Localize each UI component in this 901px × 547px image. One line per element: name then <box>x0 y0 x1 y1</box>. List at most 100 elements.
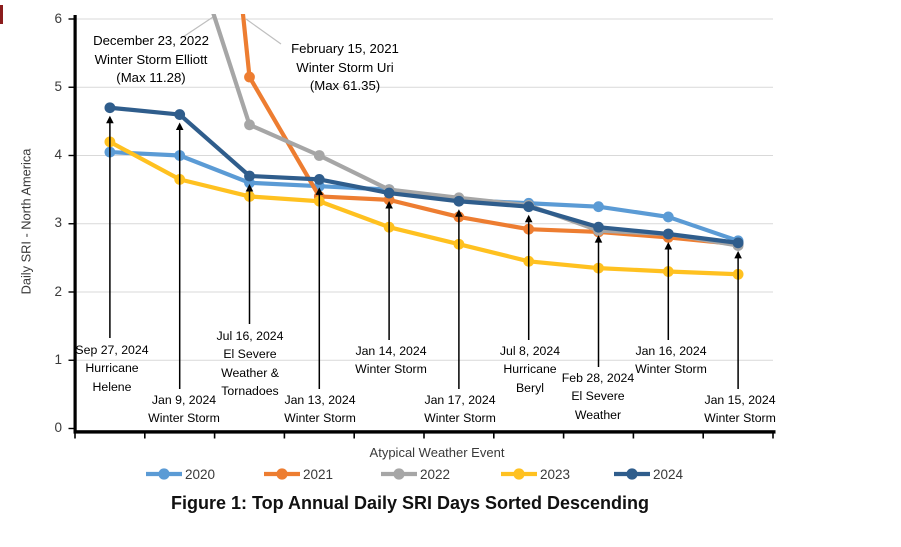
legend-label-2022: 2022 <box>420 466 451 482</box>
data-point-2024-rank10 <box>732 237 744 249</box>
arrow-head-icon <box>664 241 673 250</box>
legend-item-2022: 2022 <box>380 465 450 483</box>
event-annotation-line: Weather <box>574 407 622 422</box>
event-arrow-rank6 <box>455 209 463 389</box>
event-annotation-line: Hurricane <box>503 362 557 377</box>
event-annotation-rank8: Feb 28, 2024 El Severe Weather <box>532 369 664 424</box>
legend-item-2024: 2024 <box>613 465 683 483</box>
data-point-2024-rank6 <box>453 195 465 207</box>
data-point-2024-rank9 <box>662 228 674 240</box>
callout-line: February 15, 2021 <box>291 41 399 56</box>
event-annotation-line: Winter Storm <box>284 411 356 426</box>
arrow-head-icon <box>245 183 254 192</box>
legend-marker-icon <box>501 468 537 480</box>
event-annotation-line: Sep 27, 2024 <box>75 343 149 357</box>
data-point-2021-rank3 <box>244 71 255 83</box>
arrow-head-icon <box>385 201 393 209</box>
event-annotation-line: Jul 8, 2024 <box>499 344 561 358</box>
event-arrow-rank5 <box>385 201 393 340</box>
event-annotation-line: Helene <box>92 379 132 394</box>
event-annotation-line: Winter Storm <box>424 411 496 426</box>
legend-marker-icon <box>614 468 650 480</box>
event-arrow-rank9 <box>664 241 673 340</box>
event-annotation-line: Jan 13, 2024 <box>284 393 356 407</box>
event-annotation-rank10: Jan 15, 2024 Winter Storm <box>674 391 806 428</box>
event-annotation-line: Winter Storm <box>635 362 707 377</box>
event-annotation-rank9: Jan 16, 2024 Winter Storm <box>605 342 737 379</box>
arrow-head-icon <box>734 250 742 259</box>
callout-line: (Max 11.28) <box>116 70 186 86</box>
series-line-2021 <box>240 14 739 247</box>
event-annotation-line: Winter Storm <box>704 411 776 426</box>
event-annotation-rank3: Jul 16, 2024 El Severe Weather & Tornadoes <box>184 327 316 400</box>
data-point-2024-rank8 <box>593 221 604 233</box>
arrow-head-icon <box>455 209 463 217</box>
event-annotation-line: Beryl <box>515 380 545 395</box>
callout-leader-line <box>245 18 282 45</box>
event-annotation-rank7: Jul 8, 2024 Hurricane Beryl <box>464 342 596 397</box>
data-point-2024-rank5 <box>383 187 395 199</box>
event-annotation-rank6: Jan 17, 2024 Winter Storm <box>394 391 526 428</box>
data-point-2022-rank4 <box>313 150 325 161</box>
event-annotation-rank5: Jan 14, 2024 Winter Storm <box>325 342 457 379</box>
arrow-head-icon <box>594 235 603 243</box>
event-arrow-rank2 <box>175 122 184 389</box>
x-axis-line <box>73 430 776 434</box>
event-annotation-rank2: Jan 9, 2024 Winter Storm <box>118 391 250 428</box>
legend-marker-icon <box>146 468 182 480</box>
callout-line: (Max 61.35) <box>309 78 381 94</box>
event-arrow-rank7 <box>524 214 533 340</box>
event-annotation-line: Tornadoes <box>221 383 279 398</box>
series-line-2023 <box>108 140 739 277</box>
data-point-2024-rank7 <box>523 201 535 213</box>
legend-label-2021: 2021 <box>303 466 334 482</box>
callout-leader-line <box>182 16 214 38</box>
legend-item-2023: 2023 <box>500 465 570 483</box>
callout-line: Winter Storm Uri <box>296 59 394 75</box>
y-tick-label-4: 4 <box>54 147 62 162</box>
data-point-2020-rank8 <box>593 201 604 213</box>
event-annotation-line: Jan 9, 2024 <box>151 393 217 407</box>
event-annotation-line: Winter Storm <box>148 411 220 426</box>
data-point-2024-rank4 <box>313 173 325 185</box>
legend-item-2021: 2021 <box>263 465 333 483</box>
event-annotation-line: El Severe <box>223 347 277 362</box>
callout-line: December 23, 2022 <box>93 33 209 48</box>
data-point-2024-rank2 <box>174 109 186 120</box>
event-annotation-line: Jan 17, 2024 <box>424 393 496 407</box>
y-axis-title: Daily SRI - North America <box>18 148 34 295</box>
event-annotation-rank1: Sep 27, 2024 Hurricane Helene <box>46 341 178 396</box>
series-2024 <box>104 102 744 249</box>
legend-item-2020: 2020 <box>145 465 215 483</box>
event-annotation-line: Winter Storm <box>355 362 427 377</box>
event-annotation-line: Hurricane <box>85 361 139 376</box>
max-callout-0: December 23, 2022 Winter Storm Elliott (Ma… <box>76 32 226 88</box>
event-arrow-rank1 <box>106 115 114 338</box>
event-annotation-line: Jan 16, 2024 <box>635 344 707 358</box>
figure-caption: Figure 1: Top Annual Daily SRI Days Sort… <box>170 493 650 513</box>
legend-marker-icon <box>264 468 300 480</box>
legend-label-2020: 2020 <box>185 466 216 482</box>
arrow-head-icon <box>106 115 114 124</box>
max-callout-1: February 15, 2021 Winter Storm Uri (Max 61… <box>270 40 420 96</box>
event-annotation-line: Jan 14, 2024 <box>355 344 427 358</box>
arrow-head-icon <box>175 122 184 131</box>
event-annotation-line: Jul 16, 2024 <box>216 329 284 343</box>
legend-label-2023: 2023 <box>540 466 571 482</box>
event-arrow-rank10 <box>734 250 742 389</box>
legend-label-2024: 2024 <box>653 466 684 482</box>
event-arrow-rank4 <box>315 187 324 389</box>
y-tick-label-6: 6 <box>54 10 62 26</box>
arrow-head-icon <box>315 187 324 195</box>
series-2023 <box>104 136 744 280</box>
event-arrow-rank8 <box>594 235 603 367</box>
legend-marker-icon <box>381 468 417 480</box>
y-tick-label-1: 1 <box>54 351 62 367</box>
x-axis-title: Atypical Weather Event <box>369 445 505 460</box>
y-tick-label-0: 0 <box>54 420 62 435</box>
event-annotation-line: Jan 15, 2024 <box>704 393 776 407</box>
y-tick-label-5: 5 <box>54 78 62 94</box>
event-annotation-line: Feb 28, 2024 <box>561 371 635 385</box>
y-axis-line <box>73 15 77 433</box>
